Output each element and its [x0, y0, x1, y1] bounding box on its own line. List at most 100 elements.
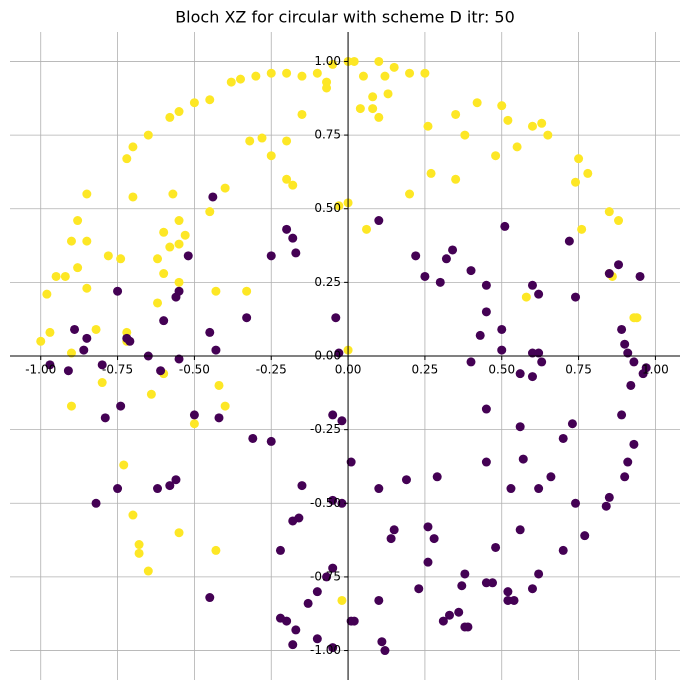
point	[521, 292, 531, 302]
point	[116, 254, 126, 264]
y-tick-label: 0.75	[314, 128, 341, 142]
point	[91, 324, 101, 334]
point	[368, 104, 378, 114]
point	[512, 142, 522, 152]
point	[441, 254, 451, 264]
point	[275, 545, 285, 555]
point	[571, 498, 581, 508]
point	[601, 501, 611, 511]
point	[509, 595, 519, 605]
point	[153, 254, 163, 264]
y-tick-label: -0.50	[310, 496, 341, 510]
point	[537, 118, 547, 128]
point	[355, 104, 365, 114]
x-tick-label: -1.00	[25, 363, 56, 377]
point	[128, 192, 138, 202]
chart-title: Bloch XZ for circular with scheme D itr:…	[175, 8, 515, 27]
point	[174, 277, 184, 287]
point	[546, 472, 556, 482]
point	[288, 233, 298, 243]
point	[368, 92, 378, 102]
point	[282, 174, 292, 184]
point	[527, 584, 537, 594]
point	[527, 372, 537, 382]
point	[328, 495, 338, 505]
point	[334, 348, 344, 358]
point	[205, 593, 215, 603]
point	[405, 68, 415, 78]
point	[604, 269, 614, 279]
point	[128, 510, 138, 520]
point	[500, 221, 510, 231]
point	[497, 101, 507, 111]
point	[481, 457, 491, 467]
x-tick-label: 0.25	[412, 363, 439, 377]
point	[503, 587, 513, 597]
point	[282, 136, 292, 146]
point	[288, 640, 298, 650]
point	[297, 71, 307, 81]
point	[36, 336, 46, 346]
point	[460, 622, 470, 632]
point	[451, 109, 461, 119]
point	[159, 227, 169, 237]
point	[460, 569, 470, 579]
point	[134, 548, 144, 558]
point	[211, 345, 221, 355]
points-layer	[36, 56, 651, 656]
point	[620, 339, 630, 349]
point	[481, 404, 491, 414]
point	[82, 189, 92, 199]
point	[334, 201, 344, 211]
y-tick-label: -1.00	[310, 643, 341, 657]
point	[165, 242, 175, 252]
point	[312, 634, 322, 644]
point	[312, 68, 322, 78]
point	[423, 557, 433, 567]
point	[460, 130, 470, 140]
x-tick-label: -0.50	[179, 363, 210, 377]
point	[571, 292, 581, 302]
point	[103, 251, 113, 261]
point	[70, 324, 80, 334]
point	[374, 216, 384, 226]
point	[226, 77, 236, 87]
point	[346, 457, 356, 467]
y-tick-label: -0.75	[310, 569, 341, 583]
point	[174, 216, 184, 226]
point	[374, 484, 384, 494]
point	[248, 433, 258, 443]
point	[174, 354, 184, 364]
point	[604, 492, 614, 502]
point	[51, 271, 61, 281]
point	[214, 380, 224, 390]
point	[63, 366, 73, 376]
point	[438, 616, 448, 626]
point	[236, 74, 246, 84]
point	[337, 416, 347, 426]
point	[328, 59, 338, 69]
point	[638, 369, 648, 379]
point	[488, 578, 498, 588]
point	[82, 236, 92, 246]
point	[189, 419, 199, 429]
point	[503, 115, 513, 125]
point	[245, 136, 255, 146]
point	[183, 251, 193, 261]
point	[288, 180, 298, 190]
point	[515, 369, 525, 379]
point	[423, 121, 433, 131]
point	[571, 177, 581, 187]
point	[444, 610, 454, 620]
point	[122, 333, 132, 343]
point	[79, 345, 89, 355]
point	[282, 224, 292, 234]
point	[143, 566, 153, 576]
point	[577, 224, 587, 234]
point	[420, 271, 430, 281]
point	[481, 307, 491, 317]
point	[66, 348, 76, 358]
point	[448, 245, 458, 255]
point	[328, 563, 338, 573]
point	[349, 56, 359, 66]
